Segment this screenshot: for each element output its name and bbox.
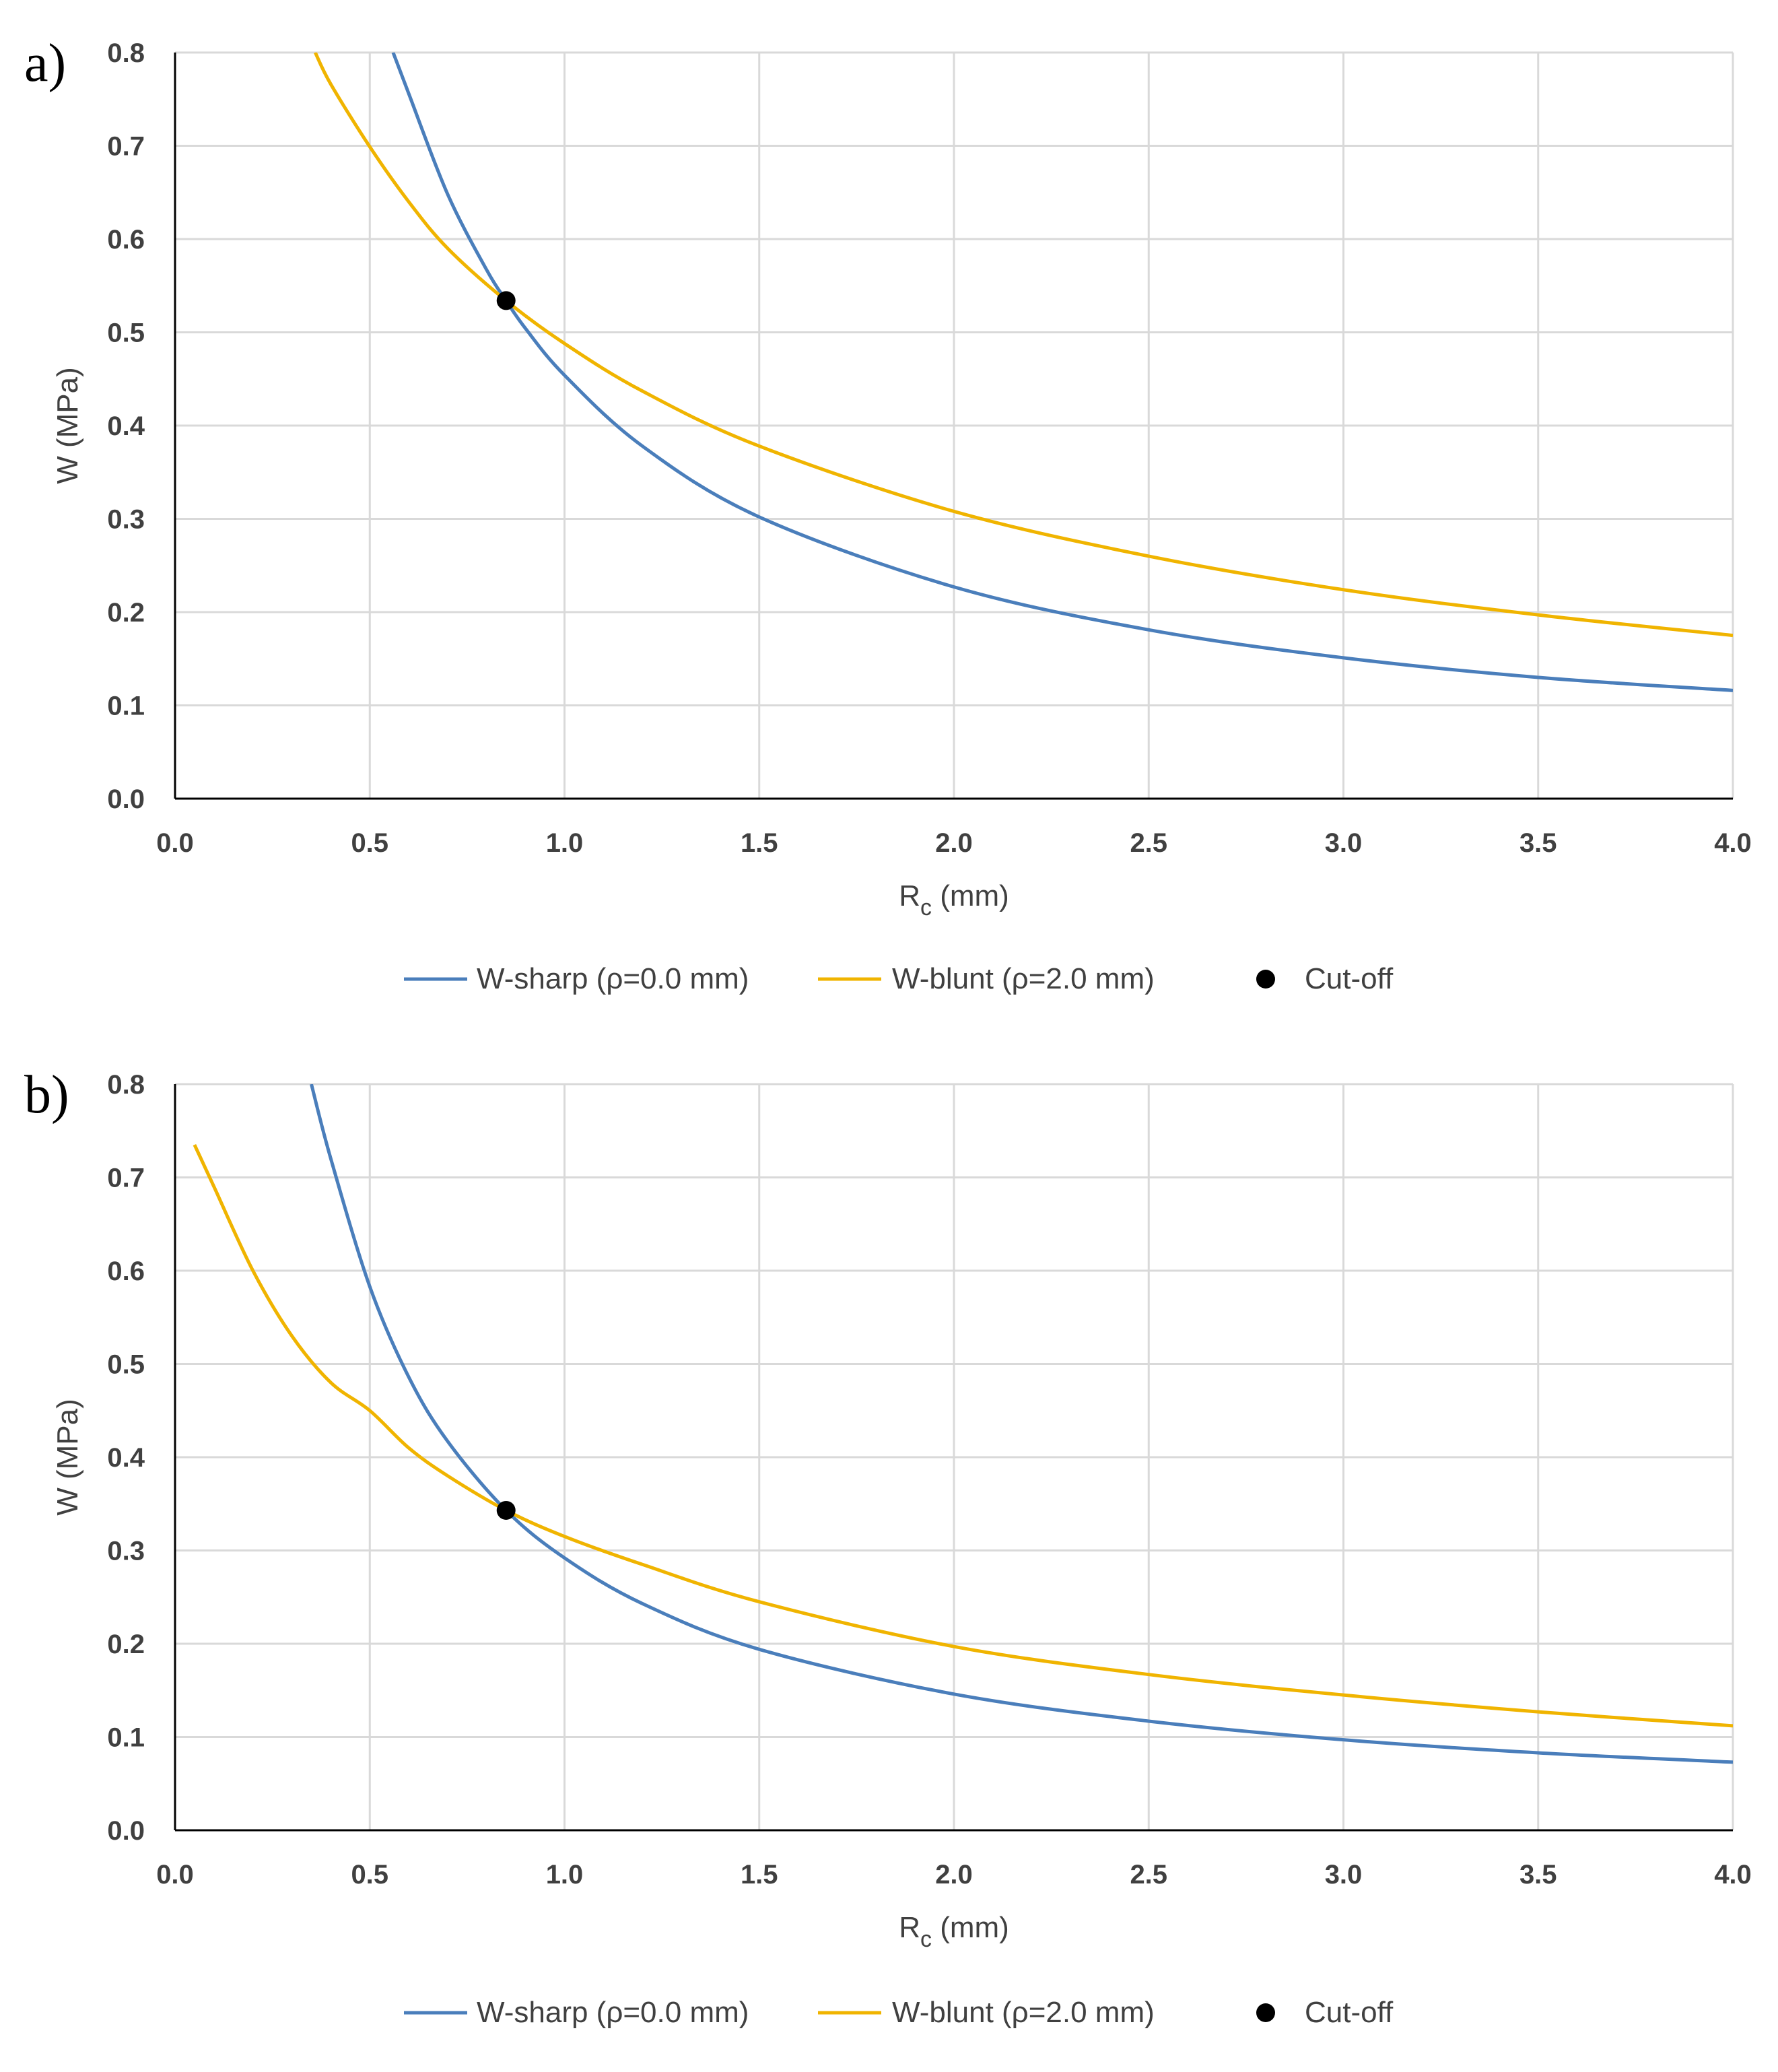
chart-panel-a: 0.0 0.1 0.2 0.3 0.4 0.5 0.6 0.7 0.8 0.0 0.5 1.0 1.5 2…: [24, 34, 1752, 995]
panel-label: a): [24, 34, 66, 93]
x-tick-label: 1.0: [546, 1860, 584, 1890]
y-tick-label: 0.4: [107, 411, 145, 441]
x-tick-label: 0.5: [351, 1860, 388, 1890]
legend-dot-swatch: [1256, 2003, 1275, 2022]
legend: W-sharp (ρ=0.0 mm) W-blunt (ρ=2.0 mm) Cut-…: [404, 962, 1394, 995]
y-tick-label: 0.7: [107, 132, 145, 162]
legend: W-sharp (ρ=0.0 mm) W-blunt (ρ=2.0 mm) Cut-…: [404, 1996, 1394, 2029]
legend-label: W-blunt (ρ=2.0 mm): [892, 962, 1155, 995]
x-axis-title-main: R: [899, 879, 920, 912]
legend-label: W-sharp (ρ=0.0 mm): [477, 962, 749, 995]
y-tick-label: 0.8: [107, 38, 145, 68]
chart-panel-b: 0.0 0.1 0.2 0.3 0.4 0.5 0.6 0.7 0.8 0.0 0.5 1.0 1.5 2…: [24, 1065, 1752, 2029]
x-axis-title-unit: (mm): [932, 1911, 1009, 1944]
series-line-w-sharp: [310, 1084, 1733, 1764]
cut-off-point: [496, 1500, 516, 1520]
x-tick-label: 2.0: [935, 828, 973, 858]
x-tick-label: 0.0: [156, 828, 194, 858]
x-tick-label: 2.5: [1130, 828, 1167, 858]
x-axis-title: Rc (mm): [899, 1911, 1009, 1952]
y-tick-label: 0.5: [107, 319, 145, 348]
panel-label: b): [24, 1065, 69, 1125]
legend-dot-swatch: [1256, 970, 1275, 989]
x-axis-title-subscript: c: [920, 895, 932, 921]
x-tick-label: 2.0: [935, 1860, 973, 1890]
x-tick-label: 0.0: [156, 1860, 194, 1890]
x-tick-label: 3.0: [1325, 828, 1363, 858]
series-layer: [314, 53, 1733, 692]
x-tick-label: 4.0: [1714, 1860, 1752, 1890]
y-tick-label: 0.2: [107, 598, 145, 628]
x-axis-title-main: R: [899, 1911, 920, 1944]
x-axis-title-unit: (mm): [932, 879, 1009, 912]
series-line-w-sharp: [391, 53, 1733, 692]
x-tick-label: 4.0: [1714, 828, 1752, 858]
x-tick-label: 3.5: [1519, 828, 1557, 858]
y-tick-label: 0.3: [107, 505, 145, 535]
y-tick-label: 0.8: [107, 1070, 145, 1100]
y-tick-label: 0.6: [107, 1257, 145, 1286]
x-axis-title-subscript: c: [920, 1927, 932, 1952]
y-tick-label: 0.5: [107, 1350, 145, 1380]
x-axis-title: Rc (mm): [899, 879, 1009, 921]
legend-w-sharp: W-sharp (ρ=0.0 mm): [404, 962, 749, 995]
x-tick-label: 3.5: [1519, 1860, 1557, 1890]
x-tick-label: 0.5: [351, 828, 388, 858]
y-tick-label: 0.0: [107, 784, 145, 814]
legend-w-blunt: W-blunt (ρ=2.0 mm): [818, 1996, 1155, 2029]
x-tick-label: 3.0: [1325, 1860, 1363, 1890]
x-tick-label: 2.5: [1130, 1860, 1167, 1890]
x-tick-label: 1.5: [741, 828, 778, 858]
y-tick-label: 0.3: [107, 1537, 145, 1566]
y-tick-label: 0.7: [107, 1164, 145, 1193]
series-line-w-blunt: [193, 1143, 1733, 1728]
cut-off-point: [496, 291, 516, 310]
legend-label: W-sharp (ρ=0.0 mm): [477, 1996, 749, 2029]
legend-cut-off: Cut-off: [1256, 962, 1394, 995]
y-tick-label: 0.2: [107, 1630, 145, 1659]
legend-label: Cut-off: [1305, 962, 1394, 995]
legend-label: W-blunt (ρ=2.0 mm): [892, 1996, 1155, 2029]
legend-cut-off: Cut-off: [1256, 1996, 1394, 2029]
y-axis-title: W (MPa): [51, 1399, 84, 1516]
y-axis-title: W (MPa): [51, 367, 84, 484]
y-tick-label: 0.1: [107, 1723, 145, 1753]
series-line-w-blunt: [314, 53, 1733, 638]
y-tick-label: 0.1: [107, 692, 145, 721]
x-tick-label: 1.5: [741, 1860, 778, 1890]
legend-w-sharp: W-sharp (ρ=0.0 mm): [404, 1996, 749, 2029]
legend-label: Cut-off: [1305, 1996, 1394, 2029]
y-tick-label: 0.4: [107, 1443, 145, 1473]
y-tick-label: 0.0: [107, 1816, 145, 1846]
y-tick-label: 0.6: [107, 225, 145, 255]
x-tick-label: 1.0: [546, 828, 584, 858]
series-layer: [193, 1084, 1733, 1764]
legend-w-blunt: W-blunt (ρ=2.0 mm): [818, 962, 1155, 995]
